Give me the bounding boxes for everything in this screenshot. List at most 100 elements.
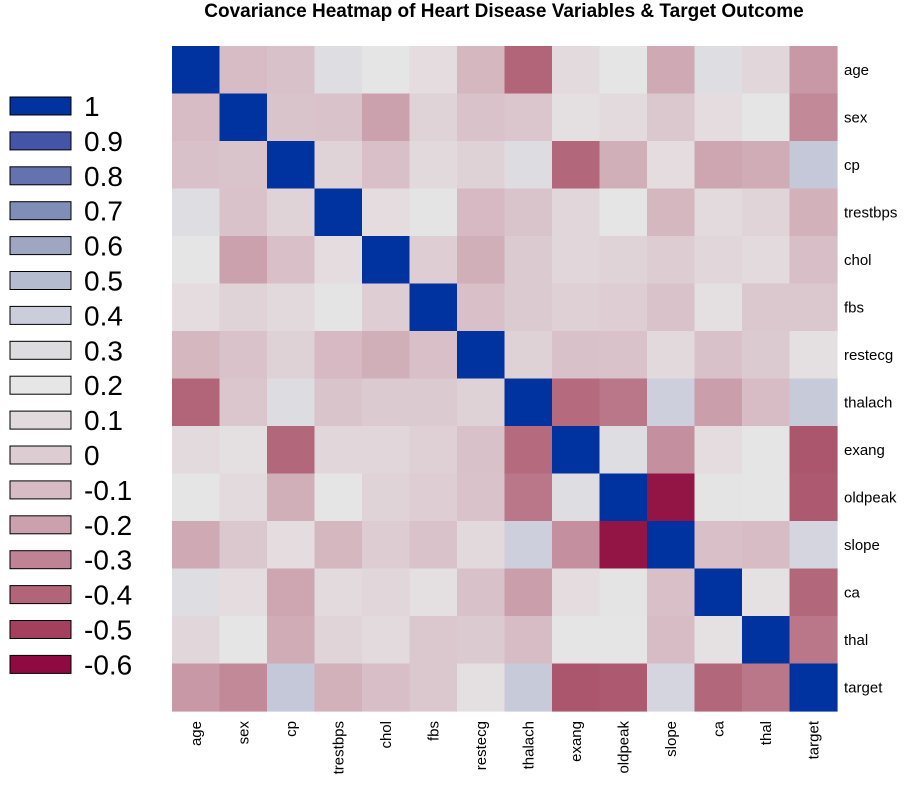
column-label-thalach: thalach bbox=[520, 721, 537, 769]
heatmap-cell-thalach-ca bbox=[694, 378, 743, 427]
row-label-thal: thal bbox=[844, 632, 868, 649]
heatmap-cell-sex-oldpeak bbox=[599, 93, 648, 142]
heatmap-cell-thalach-chol bbox=[362, 378, 411, 427]
heatmap-cell-slope-exang bbox=[552, 521, 601, 570]
heatmap-cell-exang-target bbox=[789, 426, 838, 475]
column-label-fbs: fbs bbox=[425, 721, 442, 741]
column-label-target: target bbox=[805, 720, 822, 759]
heatmap-cell-thal-slope bbox=[647, 616, 696, 665]
heatmap-cell-restecg-thal bbox=[742, 331, 791, 380]
heatmap-cell-ca-exang bbox=[552, 568, 601, 617]
legend-label: -0.3 bbox=[84, 545, 132, 576]
column-label-age: age bbox=[188, 721, 205, 746]
heatmap-cell-sex-sex bbox=[219, 93, 268, 142]
heatmap-cell-slope-fbs bbox=[409, 521, 458, 570]
heatmap-cell-age-sex bbox=[219, 46, 268, 95]
heatmap-cell-thalach-age bbox=[172, 378, 221, 427]
heatmap-cell-ca-cp bbox=[267, 568, 316, 617]
heatmap-cell-slope-chol bbox=[362, 521, 411, 570]
heatmap-cell-ca-ca bbox=[694, 568, 743, 617]
heatmap-cell-age-oldpeak bbox=[599, 46, 648, 95]
heatmap-cell-target-trestbps bbox=[314, 663, 363, 712]
heatmap-cell-slope-oldpeak bbox=[599, 521, 648, 570]
heatmap-cell-cp-thal bbox=[742, 141, 791, 190]
heatmap-cell-exang-chol bbox=[362, 426, 411, 475]
legend-label: 0.3 bbox=[84, 335, 123, 366]
heatmap-cell-ca-oldpeak bbox=[599, 568, 648, 617]
heatmap-cell-restecg-fbs bbox=[409, 331, 458, 380]
heatmap-cell-thalach-fbs bbox=[409, 378, 458, 427]
legend-label: -0.1 bbox=[84, 475, 132, 506]
heatmap-cell-sex-thalach bbox=[504, 93, 553, 142]
heatmap-cell-chol-ca bbox=[694, 236, 743, 285]
heatmap-cell-restecg-slope bbox=[647, 331, 696, 380]
heatmap-cell-oldpeak-restecg bbox=[457, 473, 506, 522]
heatmap-cell-sex-ca bbox=[694, 93, 743, 142]
heatmap-cell-trestbps-ca bbox=[694, 188, 743, 237]
legend-label: 0 bbox=[84, 440, 100, 471]
heatmap-cell-sex-trestbps bbox=[314, 93, 363, 142]
heatmap-cell-cp-trestbps bbox=[314, 141, 363, 190]
heatmap-cells bbox=[172, 46, 838, 712]
heatmap-cell-oldpeak-exang bbox=[552, 473, 601, 522]
heatmap-cell-fbs-cp bbox=[267, 283, 316, 332]
heatmap-cell-trestbps-thal bbox=[742, 188, 791, 237]
column-label-cp: cp bbox=[283, 721, 300, 737]
column-label-thal: thal bbox=[758, 721, 775, 745]
heatmap-cell-target-fbs bbox=[409, 663, 458, 712]
heatmap-cell-ca-chol bbox=[362, 568, 411, 617]
heatmap-cell-thalach-trestbps bbox=[314, 378, 363, 427]
legend-label: 0.5 bbox=[84, 266, 123, 297]
heatmap-cell-age-trestbps bbox=[314, 46, 363, 95]
heatmap-cell-ca-age bbox=[172, 568, 221, 617]
heatmap-cell-fbs-trestbps bbox=[314, 283, 363, 332]
chart-title: Covariance Heatmap of Heart Disease Vari… bbox=[204, 1, 803, 22]
heatmap-cell-restecg-target bbox=[789, 331, 838, 380]
heatmap-cell-ca-fbs bbox=[409, 568, 458, 617]
heatmap-cell-sex-cp bbox=[267, 93, 316, 142]
legend: 1 0.9 0.8 0.7 0.6 0.50.4 0.3 0.2 0.1 0 -0.1 -0.2 -0.… bbox=[9, 91, 132, 680]
heatmap-cell-exang-age bbox=[172, 426, 221, 475]
heatmap-cell-target-target bbox=[789, 663, 838, 712]
heatmap-cell-age-target bbox=[789, 46, 838, 95]
heatmap-cell-target-oldpeak bbox=[599, 663, 648, 712]
heatmap-cell-thal-thalach bbox=[504, 616, 553, 665]
row-label-ca: ca bbox=[844, 584, 861, 601]
legend-swatch bbox=[9, 515, 72, 535]
heatmap-cell-oldpeak-age bbox=[172, 473, 221, 522]
legend-swatch bbox=[9, 201, 72, 221]
legend-swatch bbox=[9, 550, 72, 570]
row-label-sex: sex bbox=[844, 109, 868, 126]
heatmap-cell-exang-thal bbox=[742, 426, 791, 475]
heatmap-cell-thal-cp bbox=[267, 616, 316, 665]
heatmap-cell-fbs-ca bbox=[694, 283, 743, 332]
heatmap-cell-exang-cp bbox=[267, 426, 316, 475]
heatmap-cell-thal-ca bbox=[694, 616, 743, 665]
heatmap-cell-thal-thal bbox=[742, 616, 791, 665]
column-label-trestbps: trestbps bbox=[330, 721, 347, 774]
heatmap-cell-ca-thal bbox=[742, 568, 791, 617]
heatmap-cell-exang-ca bbox=[694, 426, 743, 475]
legend-swatch bbox=[9, 585, 72, 605]
column-label-chol: chol bbox=[378, 721, 395, 749]
heatmap-cell-target-cp bbox=[267, 663, 316, 712]
heatmap-cell-fbs-restecg bbox=[457, 283, 506, 332]
heatmap-cell-age-exang bbox=[552, 46, 601, 95]
heatmap-cell-restecg-trestbps bbox=[314, 331, 363, 380]
heatmap-cell-target-ca bbox=[694, 663, 743, 712]
heatmap-cell-thal-trestbps bbox=[314, 616, 363, 665]
heatmap-cell-slope-target bbox=[789, 521, 838, 570]
legend-swatch bbox=[9, 340, 72, 360]
heatmap-cell-chol-sex bbox=[219, 236, 268, 285]
row-label-exang: exang bbox=[844, 442, 885, 459]
heatmap-cell-exang-restecg bbox=[457, 426, 506, 475]
heatmap-cell-chol-oldpeak bbox=[599, 236, 648, 285]
column-label-ca: ca bbox=[710, 720, 727, 737]
heatmap-cell-chol-trestbps bbox=[314, 236, 363, 285]
heatmap-cell-chol-chol bbox=[362, 236, 411, 285]
legend-label: -0.2 bbox=[84, 510, 132, 541]
legend-swatch bbox=[9, 271, 72, 290]
heatmap-cell-thal-age bbox=[172, 616, 221, 665]
heatmap-cell-restecg-cp bbox=[267, 331, 316, 380]
